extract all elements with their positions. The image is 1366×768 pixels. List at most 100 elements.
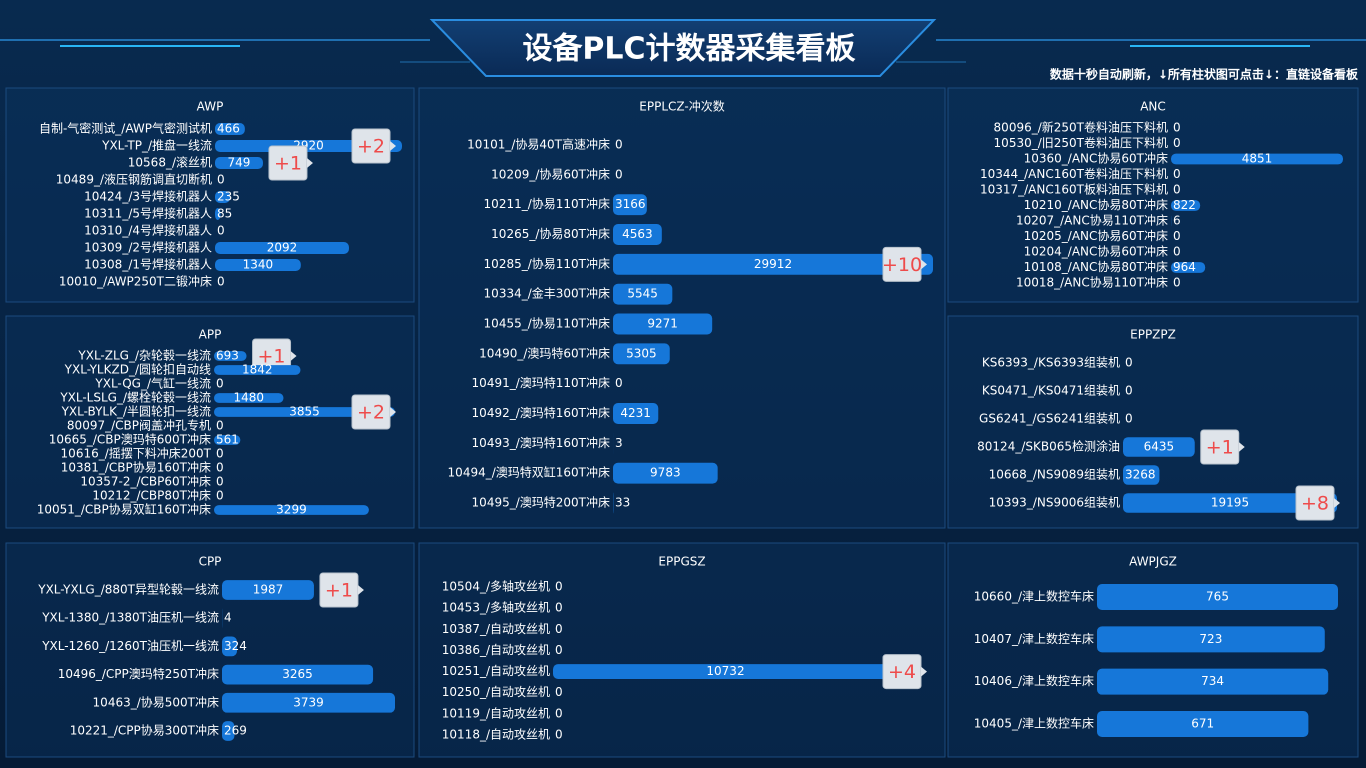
- bar[interactable]: [215, 242, 349, 254]
- value-label: 0: [216, 377, 224, 391]
- category-label: YXL-QG_/气缸一线流: [94, 376, 211, 391]
- value-label: 0: [615, 376, 623, 390]
- panel-frame: [947, 87, 1359, 303]
- value-label: 1987: [253, 583, 284, 597]
- category-label: 10357-2_/CBP60T冲床: [80, 474, 211, 489]
- bar[interactable]: [222, 692, 395, 713]
- bar[interactable]: [553, 664, 898, 679]
- badge-text: +1: [258, 346, 286, 368]
- category-label: KS6393_/KS6393组装机: [982, 356, 1120, 370]
- badge-text: +8: [1301, 493, 1329, 515]
- value-label: 0: [216, 419, 224, 433]
- badge-pointer: [357, 585, 364, 595]
- value-label: 4: [224, 611, 232, 625]
- value-label: 4851: [1242, 152, 1273, 166]
- bar[interactable]: [1097, 626, 1325, 653]
- bar[interactable]: [613, 194, 647, 216]
- bar[interactable]: [215, 208, 221, 220]
- category-label: 10204_/ANC协易60T冲床: [1024, 244, 1168, 259]
- bar[interactable]: [215, 191, 231, 203]
- bar[interactable]: [613, 283, 673, 305]
- bar[interactable]: [215, 123, 245, 135]
- value-label: 0: [1173, 183, 1181, 197]
- increment-badge: +1: [1200, 429, 1245, 465]
- category-label: 10344_/ANC160T卷料油压下料机: [980, 166, 1168, 181]
- badge-pointer: [1238, 442, 1245, 452]
- category-label: 10309_/2号焊接机器人: [84, 240, 212, 255]
- category-label: 10118_/自动攻丝机: [442, 728, 550, 742]
- category-label: 10492_/澳玛特160T冲床: [472, 405, 610, 420]
- bar[interactable]: [613, 253, 933, 275]
- category-label: 10530_/旧250T卷料油压下料机: [994, 135, 1168, 150]
- badge-text: +1: [325, 580, 353, 602]
- bar[interactable]: [613, 224, 662, 245]
- increment-badge: +1: [268, 145, 313, 181]
- value-label: 0: [555, 685, 563, 699]
- value-label: 33: [615, 496, 630, 510]
- bar[interactable]: [1171, 200, 1201, 211]
- bar[interactable]: [222, 721, 235, 741]
- bar[interactable]: [1097, 668, 1329, 695]
- value-label: 466: [217, 122, 240, 136]
- badge-text: +1: [1206, 437, 1234, 459]
- category-label: 10265_/协易80T冲床: [491, 226, 610, 241]
- chart-title: EPPGSZ: [658, 555, 705, 569]
- bar[interactable]: [215, 157, 263, 169]
- badge-pointer: [290, 351, 297, 361]
- category-label: 10205_/ANC协易60T冲床: [1024, 228, 1168, 243]
- bar[interactable]: [1171, 262, 1206, 273]
- category-label: YXL-ZLG_/杂轮毂一线流: [77, 349, 211, 363]
- bar[interactable]: [1123, 493, 1337, 513]
- bar[interactable]: [214, 505, 369, 515]
- bar[interactable]: [613, 343, 670, 365]
- bar[interactable]: [1123, 465, 1160, 485]
- category-label: 10360_/ANC协易60T冲床: [1024, 151, 1168, 166]
- bar[interactable]: [214, 435, 241, 445]
- category-label: 10108_/ANC协易80T冲床: [1024, 259, 1168, 274]
- value-label: 9271: [647, 317, 678, 331]
- increment-badge: +1: [252, 338, 297, 374]
- bar[interactable]: [214, 407, 395, 417]
- bar[interactable]: [1171, 153, 1343, 165]
- category-label: 10211_/协易110T冲床: [484, 196, 610, 211]
- chart-title: CPP: [199, 555, 222, 569]
- bar[interactable]: [215, 259, 301, 271]
- value-label: 3299: [276, 503, 307, 517]
- value-label: 0: [216, 461, 224, 475]
- bar[interactable]: [222, 664, 374, 685]
- bar[interactable]: [1123, 437, 1195, 457]
- bar[interactable]: [222, 636, 237, 657]
- bar[interactable]: [613, 313, 713, 335]
- value-label: 324: [224, 639, 247, 653]
- badge-pointer: [1334, 498, 1340, 508]
- increment-badge: +10: [882, 246, 927, 282]
- value-label: 0: [1173, 245, 1181, 259]
- bar[interactable]: [214, 351, 247, 361]
- bar[interactable]: [1097, 584, 1338, 610]
- bar[interactable]: [222, 580, 314, 600]
- bar[interactable]: [214, 365, 301, 375]
- panel-frame: [418, 87, 946, 529]
- value-label: 2092: [267, 241, 298, 255]
- chart-panel: EPPLCZ-冲次数 10101_/协易40T高速冲床 0 10209_/协易60T冲…: [418, 87, 946, 529]
- category-label: YXL-BYLK_/半圆轮扣一线流: [61, 405, 211, 419]
- bar[interactable]: [1097, 711, 1309, 737]
- value-label: 0: [1173, 136, 1181, 150]
- category-label: 10660_/津上数控车床: [974, 589, 1094, 604]
- value-label: 734: [1201, 674, 1224, 688]
- category-label: YXL-YLKZD_/圆轮扣自动线: [64, 363, 211, 377]
- value-label: 0: [1125, 412, 1133, 426]
- category-label: 10490_/澳玛特60T冲床: [479, 345, 610, 360]
- bar[interactable]: [613, 462, 718, 484]
- category-label: 10494_/澳玛特双缸160T冲床: [448, 465, 610, 480]
- value-label: 0: [1173, 121, 1181, 135]
- bar[interactable]: [214, 393, 284, 403]
- chart-title: ANC: [1140, 100, 1166, 114]
- badge-pointer: [921, 666, 927, 677]
- category-label: 10495_/澳玛特200T冲床: [472, 495, 610, 510]
- bar[interactable]: [613, 403, 659, 424]
- value-label: 0: [555, 622, 563, 636]
- panel-frame: [5, 315, 415, 529]
- value-label: 0: [1173, 276, 1181, 290]
